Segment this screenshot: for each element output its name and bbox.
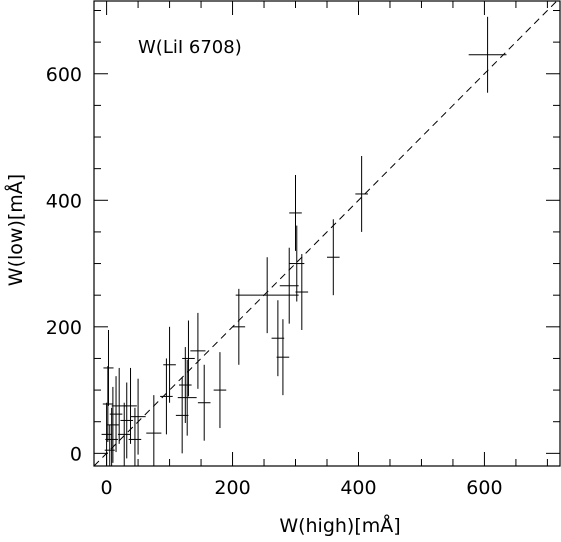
x-axis-label: W(high)[mÅ] xyxy=(279,514,400,537)
data-point xyxy=(103,329,114,406)
y-tick-label: 0 xyxy=(70,443,82,465)
data-point xyxy=(327,219,340,296)
tick-labels: 0 200 400 600 0 200 400 600 xyxy=(46,64,503,499)
y-tick-label: 200 xyxy=(46,317,82,339)
data-point xyxy=(117,402,131,466)
data-point xyxy=(295,254,309,330)
data-point xyxy=(468,16,507,93)
data-point xyxy=(235,257,299,334)
chart-annotation: W(LiI 6708) xyxy=(138,37,242,58)
x-tick-label: 0 xyxy=(101,477,113,499)
data-point xyxy=(182,320,195,397)
y-axis-label: W(low)[mÅ] xyxy=(4,174,27,286)
data-point xyxy=(213,352,227,429)
axis-ticks xyxy=(94,1,560,466)
data-point xyxy=(279,247,299,324)
x-tick-label: 400 xyxy=(340,477,376,499)
reference-line-group xyxy=(93,0,558,467)
data-point xyxy=(111,367,127,444)
data-point xyxy=(163,326,176,403)
data-point xyxy=(102,366,113,442)
data-point xyxy=(271,300,285,377)
reference-line xyxy=(93,0,558,467)
data-point xyxy=(175,377,189,454)
data-point xyxy=(197,364,211,441)
y-tick-label: 400 xyxy=(46,190,82,212)
y-tick-label: 600 xyxy=(46,64,82,86)
data-points xyxy=(101,16,507,466)
data-point xyxy=(160,358,173,435)
x-tick-label: 200 xyxy=(214,477,250,499)
data-point xyxy=(146,395,162,466)
data-point xyxy=(355,156,368,232)
data-point xyxy=(276,319,290,396)
data-point xyxy=(120,382,134,459)
data-point xyxy=(190,312,206,389)
data-point xyxy=(130,378,146,455)
data-point xyxy=(177,359,197,436)
data-point xyxy=(289,174,302,251)
data-point xyxy=(179,347,192,423)
data-point xyxy=(101,402,112,466)
x-tick-label: 600 xyxy=(466,477,502,499)
data-point xyxy=(232,288,246,365)
